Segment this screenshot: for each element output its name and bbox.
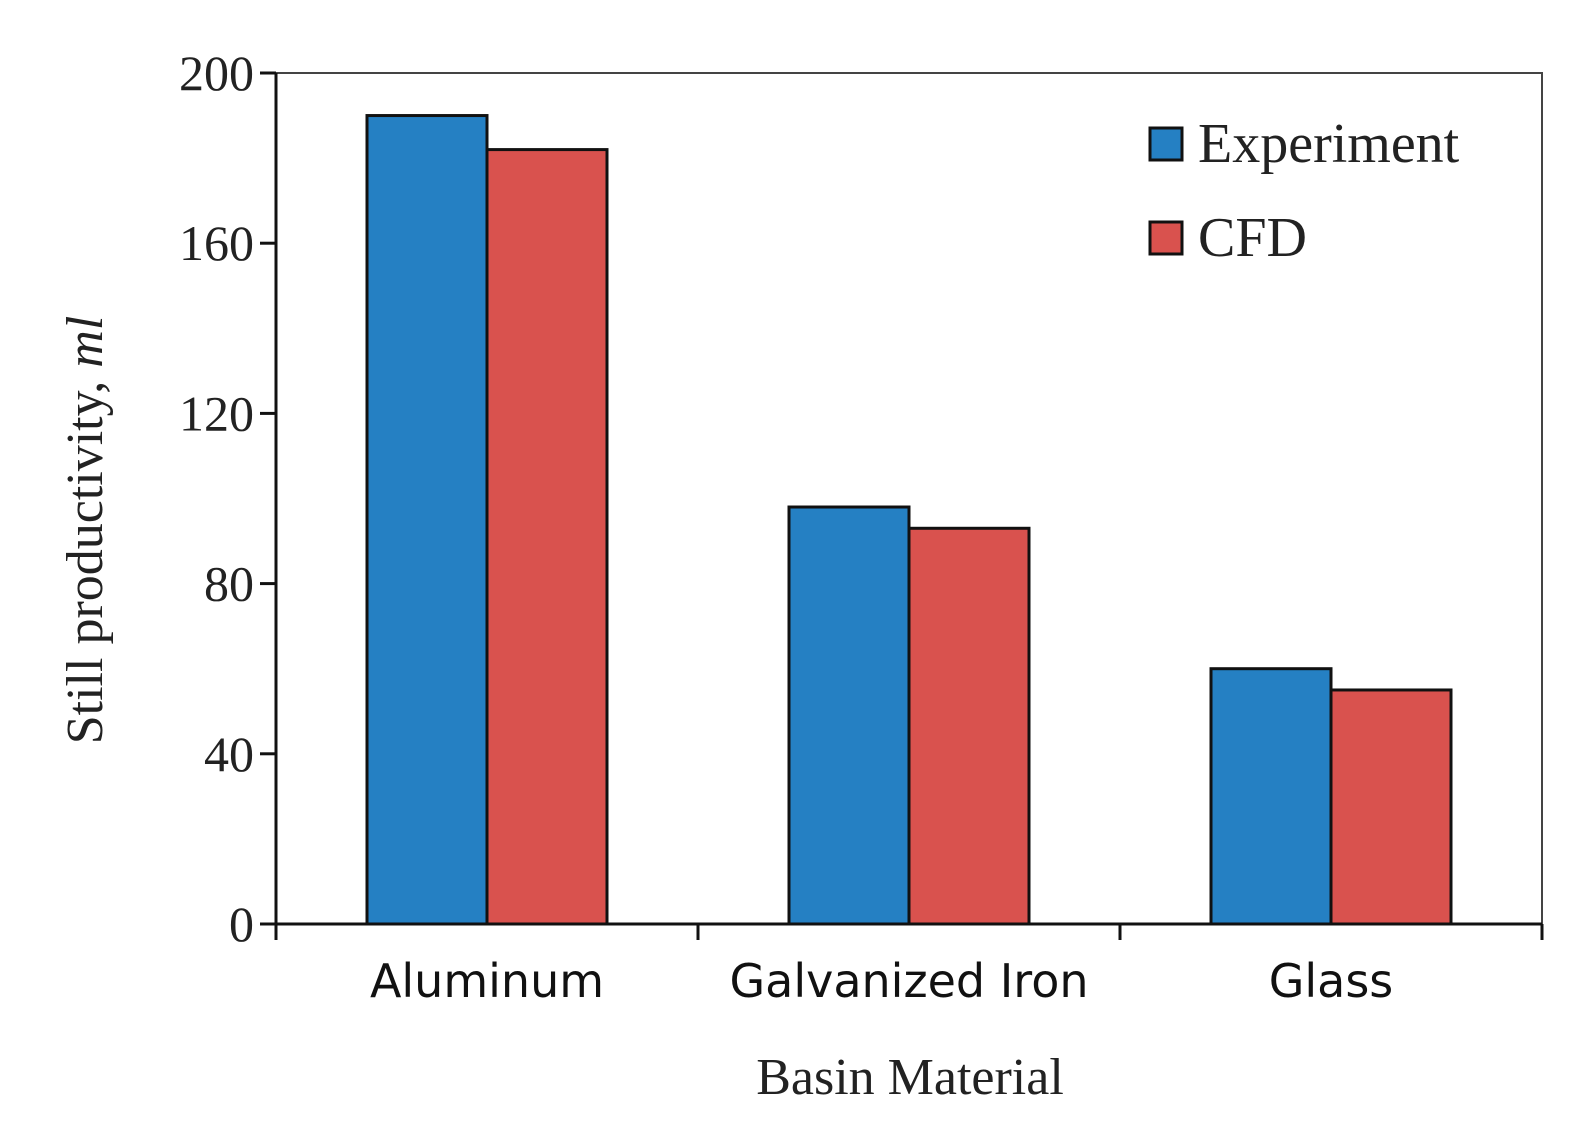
bar-cfd-glass	[1329, 688, 1453, 926]
bar-experiment-galvanized-iron	[787, 505, 911, 926]
legend-swatch-cfd	[1148, 220, 1184, 256]
legend-label-experiment: Experiment	[1198, 113, 1460, 175]
y-axis-label-unit: ml	[57, 316, 114, 368]
bar-cfd-aluminum	[485, 148, 609, 926]
bar-experiment-glass	[1209, 667, 1333, 926]
axes	[260, 73, 1542, 926]
x-tick-label: Glass	[1269, 954, 1394, 1008]
legend: Experiment CFD	[1148, 113, 1460, 269]
y-tick-labels: 0 40 80 120 160 200	[179, 45, 276, 952]
y-tick-label: 40	[204, 726, 254, 782]
x-tick-label: Galvanized Iron	[730, 954, 1089, 1008]
y-axis-label-main: Still productivity,	[57, 368, 114, 745]
x-tick-labels: Aluminum Galvanized Iron Glass	[274, 924, 1544, 1008]
bar-cfd-galvanized-iron	[907, 526, 1031, 926]
x-axis-label: Basin Material	[756, 1049, 1064, 1106]
y-tick-label: 0	[229, 896, 254, 952]
bar-experiment-aluminum	[365, 114, 489, 926]
y-tick-label: 200	[179, 45, 254, 101]
y-tick-label: 80	[204, 556, 254, 612]
y-axis-label: Still productivity, ml	[57, 316, 114, 745]
legend-label-cfd: CFD	[1198, 207, 1307, 269]
legend-swatch-experiment	[1148, 126, 1184, 162]
x-tick-label: Aluminum	[370, 954, 604, 1008]
y-tick-label: 160	[179, 215, 254, 271]
y-tick-label: 120	[179, 385, 254, 441]
